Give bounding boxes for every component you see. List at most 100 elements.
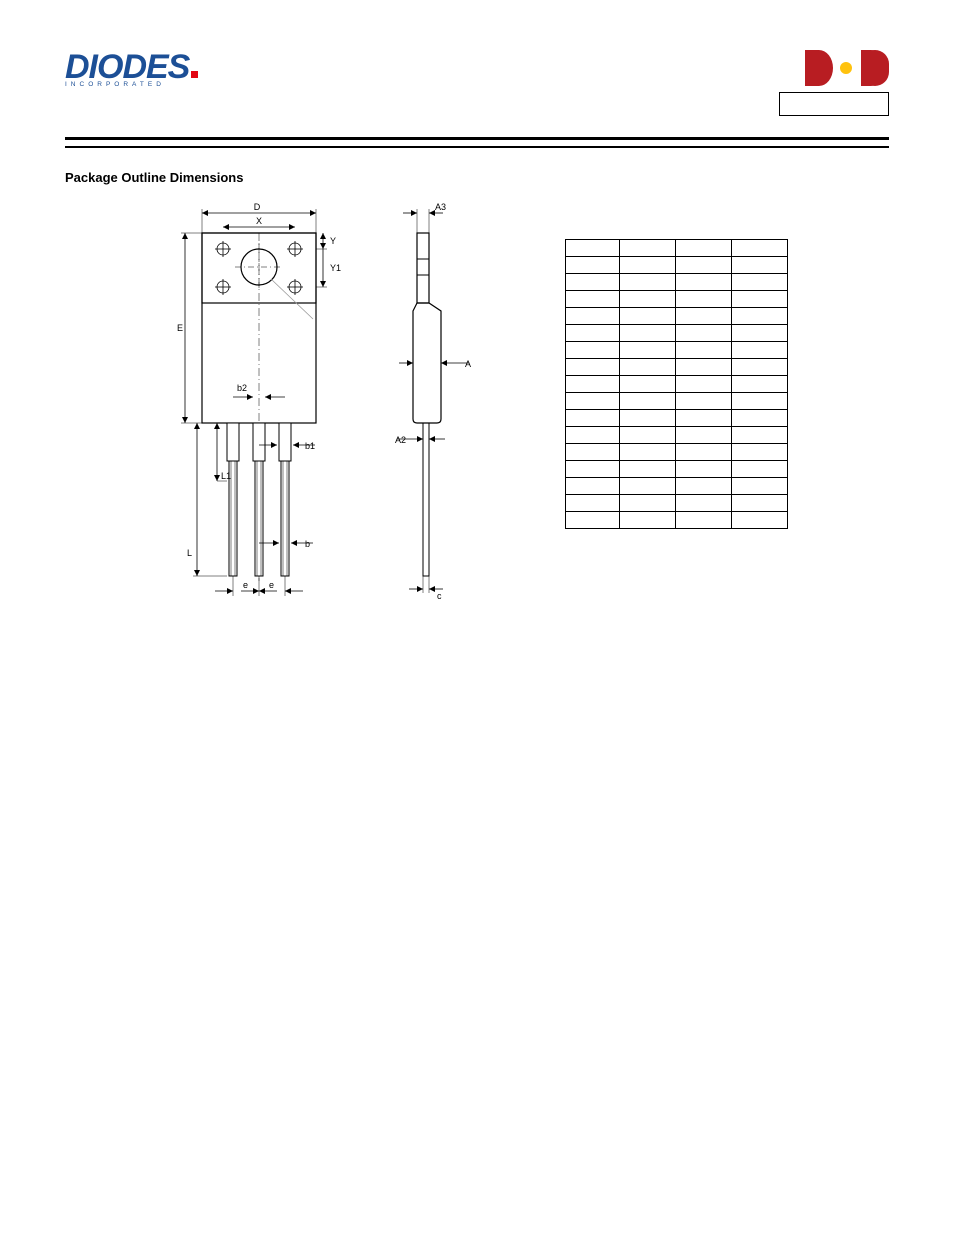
table-cell [676, 325, 732, 342]
table-cell [732, 512, 788, 529]
table-row [566, 240, 788, 257]
dim-b2: b2 [237, 383, 247, 393]
table-cell [732, 274, 788, 291]
table-cell [620, 410, 676, 427]
table-cell [676, 376, 732, 393]
header-rule-1 [65, 137, 889, 140]
table-cell [566, 342, 620, 359]
package-drawings: D X [175, 201, 495, 601]
dim-L: L [187, 548, 192, 558]
table-cell [676, 410, 732, 427]
dim-Y1: Y1 [330, 263, 341, 273]
table-cell [732, 478, 788, 495]
table-cell [732, 257, 788, 274]
table-row [566, 512, 788, 529]
table-row [566, 325, 788, 342]
content-row: D X [65, 201, 889, 601]
dim-X: X [256, 216, 262, 226]
dim-A3: A3 [435, 202, 446, 212]
bcd-b-icon [805, 50, 833, 86]
dimension-table [565, 239, 788, 529]
table-cell [620, 461, 676, 478]
diodes-logo: DIODES INCORPORATED [65, 50, 198, 89]
table-row [566, 393, 788, 410]
table-cell [566, 478, 620, 495]
table-cell [732, 291, 788, 308]
table-cell [732, 393, 788, 410]
table-row [566, 410, 788, 427]
right-header [779, 50, 889, 119]
dim-b: b [305, 539, 310, 549]
table-cell [566, 495, 620, 512]
table-cell [732, 495, 788, 512]
table-row [566, 257, 788, 274]
table-cell [732, 359, 788, 376]
table-cell [566, 393, 620, 410]
dim-c: c [437, 591, 442, 601]
dim-e-1: e [243, 580, 248, 590]
table-cell [676, 393, 732, 410]
table-cell [620, 393, 676, 410]
dim-Y: Y [330, 236, 336, 246]
table-cell [620, 308, 676, 325]
dim-A2: A2 [395, 435, 406, 445]
table-cell [676, 512, 732, 529]
dim-E: E [177, 323, 183, 333]
table-row [566, 308, 788, 325]
table-row [566, 461, 788, 478]
table-cell [676, 240, 732, 257]
table-row [566, 274, 788, 291]
table-cell [566, 240, 620, 257]
dim-L1: L1 [221, 471, 231, 481]
table-cell [620, 512, 676, 529]
table-row [566, 342, 788, 359]
table-cell [566, 257, 620, 274]
table-row [566, 495, 788, 512]
bcd-c-icon [833, 50, 861, 86]
table-cell [620, 376, 676, 393]
table-cell [676, 461, 732, 478]
table-cell [676, 359, 732, 376]
table-cell [620, 495, 676, 512]
dim-e-2: e [269, 580, 274, 590]
table-cell [676, 478, 732, 495]
table-row [566, 359, 788, 376]
table-row [566, 427, 788, 444]
table-cell [620, 478, 676, 495]
table-cell [566, 376, 620, 393]
table-cell [676, 308, 732, 325]
table-cell [676, 342, 732, 359]
table-cell [676, 495, 732, 512]
table-cell [620, 427, 676, 444]
table-cell [676, 444, 732, 461]
table-cell [566, 444, 620, 461]
table-cell [566, 427, 620, 444]
table-cell [566, 325, 620, 342]
table-cell [620, 257, 676, 274]
table-cell [676, 257, 732, 274]
table-cell [732, 308, 788, 325]
dim-b1: b1 [305, 441, 315, 451]
table-cell [732, 376, 788, 393]
side-view-drawing: A3 A A2 [395, 201, 495, 601]
section-title: Package Outline Dimensions [65, 170, 889, 185]
header: DIODES INCORPORATED [65, 50, 889, 119]
logo-dot-icon [191, 71, 198, 78]
table-cell [732, 240, 788, 257]
table-row [566, 444, 788, 461]
table-cell [566, 512, 620, 529]
table-cell [732, 461, 788, 478]
table-cell [620, 291, 676, 308]
table-cell [620, 359, 676, 376]
table-cell [620, 274, 676, 291]
table-cell [732, 342, 788, 359]
table-cell [566, 291, 620, 308]
header-rule-2 [65, 146, 889, 148]
table-cell [676, 291, 732, 308]
table-cell [732, 325, 788, 342]
table-cell [566, 274, 620, 291]
table-row [566, 478, 788, 495]
table-cell [676, 427, 732, 444]
table-row [566, 291, 788, 308]
table-cell [620, 325, 676, 342]
